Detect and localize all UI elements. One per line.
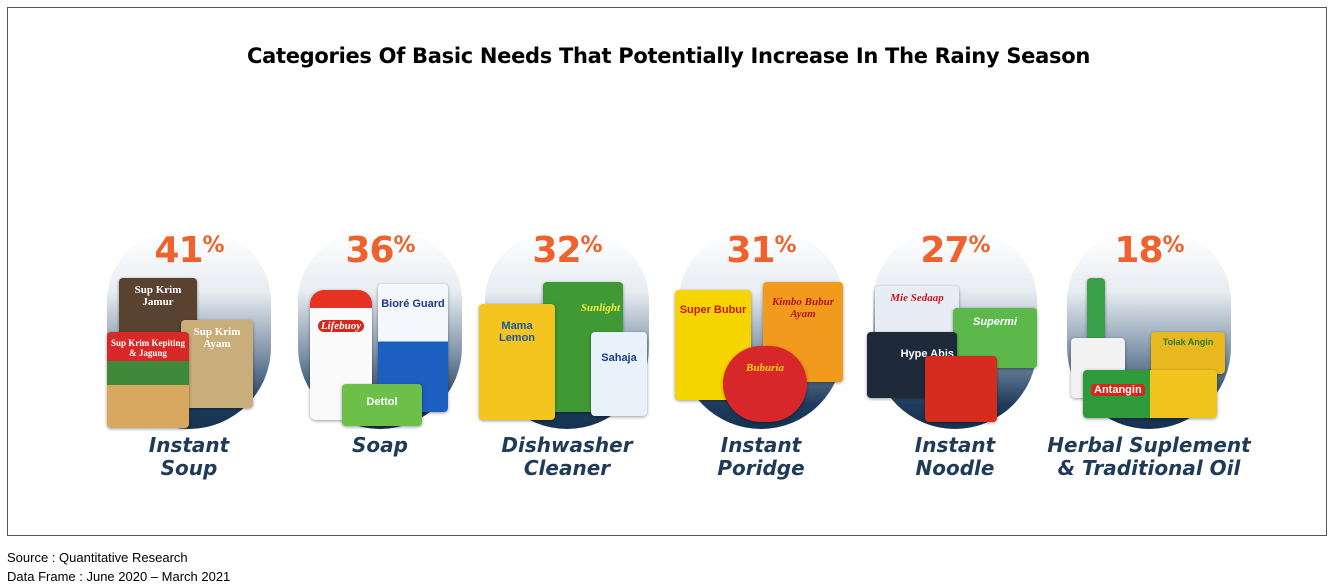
data-frame-text: Data Frame : June 2020 – March 2021: [7, 569, 231, 584]
product-name: Kimbo Bubur Ayam: [771, 296, 835, 320]
product-image: Sahaja: [591, 332, 647, 416]
product-image: [925, 356, 997, 422]
product-name: Sup Krim Jamur: [134, 284, 182, 308]
product-image: Tolak Angin: [1151, 332, 1225, 374]
product-image: Antangin: [1083, 370, 1217, 418]
product-name: Dettol: [366, 396, 398, 408]
product-image: Sup Krim Kepiting & Jagung: [107, 332, 189, 428]
product-name: Mama Lemon: [498, 320, 536, 344]
source-text: Source : Quantitative Research: [7, 550, 188, 565]
product-name: Sup Krim Ayam: [193, 326, 241, 350]
category-label: Instant Soup: [148, 433, 230, 480]
category-label: Herbal Suplement & Traditional Oil: [1047, 433, 1251, 480]
percent-value: 36%: [345, 230, 415, 271]
product-name: Tolak Angin: [1162, 337, 1214, 347]
category-label: Dishwasher Cleaner: [501, 433, 633, 480]
percent-value: 41%: [154, 230, 224, 271]
percent-value: 31%: [726, 230, 796, 271]
category-label: Instant Poridge: [717, 433, 805, 480]
product-image: [1087, 278, 1105, 348]
percent-value: 27%: [920, 230, 990, 271]
infographic-frame: [7, 7, 1327, 536]
product-name: Sunlight: [580, 302, 620, 314]
product-image: Buburia: [723, 346, 807, 422]
percent-value: 18%: [1114, 230, 1184, 271]
product-name: Bioré Guard: [381, 298, 445, 310]
product-name: Lifebuoy: [317, 320, 365, 332]
product-name: Super Bubur: [679, 304, 747, 316]
product-name: Sup Krim Kepiting & Jagung: [110, 338, 185, 358]
product-image: Mama Lemon: [479, 304, 555, 420]
product-image: Sup Krim Ayam: [181, 320, 253, 408]
product-image: Supermi: [953, 308, 1037, 368]
category-label: Instant Noodle: [914, 433, 996, 480]
product-name: Antangin: [1091, 384, 1145, 396]
infographic-title: Categories Of Basic Needs That Potential…: [247, 44, 1090, 68]
category-label: Soap: [352, 433, 408, 457]
product-name: Supermi: [972, 316, 1017, 328]
product-name: Mie Sedaap: [890, 292, 944, 304]
product-name: Sahaja: [601, 352, 637, 364]
percent-value: 32%: [532, 230, 602, 271]
footer-notes: Source : Quantitative Research Data Fram…: [7, 548, 230, 586]
product-image: Dettol: [342, 384, 422, 426]
product-name: Buburia: [746, 362, 784, 374]
